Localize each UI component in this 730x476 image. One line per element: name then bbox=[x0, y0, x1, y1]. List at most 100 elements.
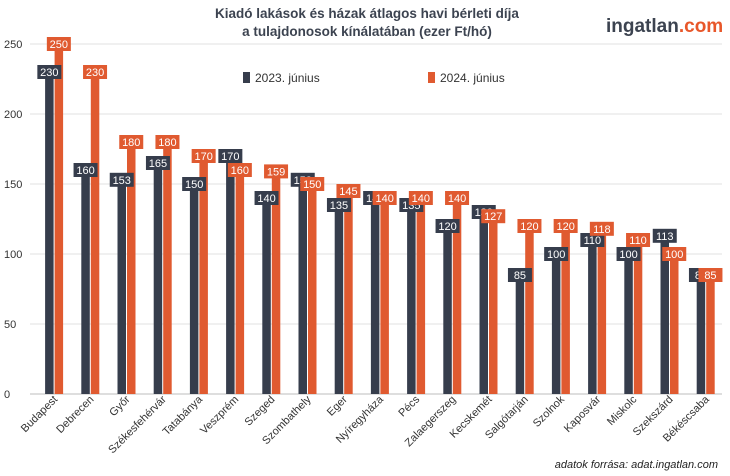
y-tick-label: 100 bbox=[4, 249, 22, 261]
bar-2024 bbox=[489, 216, 498, 394]
x-tick-label: Szolnok bbox=[531, 393, 568, 430]
bar-2024 bbox=[163, 142, 172, 394]
data-value-label: 118 bbox=[593, 224, 611, 236]
x-tick-label: Budapest bbox=[19, 394, 60, 435]
value-label-box bbox=[507, 268, 532, 282]
data-value-label: 120 bbox=[556, 221, 574, 233]
x-tick-label: Pécs bbox=[396, 393, 422, 419]
data-value-label: 100 bbox=[547, 249, 565, 261]
data-value-label: 150 bbox=[303, 179, 321, 191]
x-tick-label: Veszprém bbox=[198, 394, 241, 437]
chart-title-line2: a tulajdonosok kínálatában (ezer Ft/hó) bbox=[242, 24, 492, 39]
bar-2024 bbox=[416, 198, 426, 394]
bar-2023 bbox=[45, 72, 54, 394]
bar-2023 bbox=[588, 240, 597, 394]
value-label-box bbox=[445, 191, 470, 205]
value-label-box bbox=[435, 219, 460, 233]
value-label-box bbox=[300, 177, 325, 191]
bar-2024 bbox=[199, 156, 208, 394]
bar-2024 bbox=[670, 254, 679, 394]
value-label-box bbox=[589, 221, 614, 236]
data-value-label: 140 bbox=[448, 193, 466, 205]
value-label-box bbox=[191, 149, 216, 163]
bar-2024 bbox=[271, 171, 281, 394]
data-value-label: 160 bbox=[231, 165, 249, 177]
data-value-label: 180 bbox=[122, 137, 140, 149]
value-label-box bbox=[145, 156, 170, 170]
data-value-label: 110 bbox=[629, 235, 647, 247]
data-value-label: 145 bbox=[339, 186, 357, 198]
bar-2023 bbox=[479, 212, 488, 394]
data-value-label: 150 bbox=[185, 179, 203, 191]
bar-2023 bbox=[334, 205, 344, 394]
bar-2024 bbox=[380, 198, 389, 394]
data-value-label: 113 bbox=[656, 231, 674, 243]
legend: 2023. június 2024. június bbox=[243, 71, 505, 85]
data-value-label: 165 bbox=[149, 158, 167, 170]
ingatlan-logo: ingatlan.com bbox=[606, 16, 723, 37]
value-label-box bbox=[218, 149, 243, 163]
value-label-box bbox=[227, 163, 252, 177]
bar-2024 bbox=[235, 170, 245, 394]
bar-2024 bbox=[308, 184, 317, 394]
x-tick-label: Eger bbox=[325, 393, 350, 418]
value-label-box bbox=[652, 228, 677, 243]
x-tick-label: Szeged bbox=[243, 394, 278, 429]
legend-label-2023: 2023. június bbox=[255, 71, 320, 85]
logo-part-ingatlan: ingatlan bbox=[606, 16, 679, 37]
data-value-label: 170 bbox=[221, 151, 239, 163]
data-value-label: 140 bbox=[412, 193, 430, 205]
bar-2023 bbox=[298, 179, 307, 394]
value-label-box bbox=[336, 184, 361, 198]
data-value-label: 159 bbox=[267, 166, 285, 178]
value-label-box bbox=[46, 37, 71, 51]
value-label-box bbox=[481, 209, 506, 224]
value-label-box bbox=[182, 177, 207, 191]
bar-2023 bbox=[370, 198, 380, 394]
value-label-box bbox=[372, 191, 397, 205]
bar-2024 bbox=[597, 228, 607, 394]
bar-2023 bbox=[226, 156, 235, 394]
data-value-label: 230 bbox=[86, 67, 104, 79]
value-label-box bbox=[544, 247, 569, 261]
data-source-note: adatok forrása: adat.ingatlan.com bbox=[555, 459, 718, 471]
bar-2023 bbox=[551, 254, 561, 394]
bars: 230 250 160 230 153 180 165 180 150 170 170 160 140 1… bbox=[37, 37, 723, 394]
x-tick-label: Debrecen bbox=[54, 394, 96, 436]
bar-2023 bbox=[117, 179, 126, 394]
x-tick-label: Győr bbox=[107, 393, 133, 419]
value-label-box bbox=[264, 164, 289, 179]
bar-2023 bbox=[81, 170, 90, 394]
value-label-box bbox=[73, 163, 98, 177]
y-axis: 0 50 100 150 200 250 bbox=[4, 39, 22, 401]
bar-2024 bbox=[525, 226, 534, 394]
y-tick-label: 0 bbox=[4, 389, 10, 401]
bar-2023 bbox=[262, 198, 271, 394]
value-label-box bbox=[83, 65, 108, 79]
x-tick-label: Tatabánya bbox=[161, 393, 206, 438]
bar-2024 bbox=[90, 72, 100, 394]
data-value-label: 250 bbox=[50, 39, 68, 51]
bar-2023 bbox=[153, 163, 163, 394]
value-label-box bbox=[662, 247, 687, 261]
value-label-box bbox=[553, 219, 578, 233]
svg-text:ingatlan.com: ingatlan.com bbox=[606, 16, 723, 37]
bar-2024 bbox=[54, 44, 64, 394]
data-value-label: 127 bbox=[484, 211, 502, 223]
x-tick-label: Miskolc bbox=[605, 393, 640, 428]
value-label-box bbox=[254, 191, 279, 205]
value-label-box bbox=[109, 172, 134, 187]
bar-2023 bbox=[696, 275, 706, 394]
legend-swatch-2024 bbox=[428, 72, 435, 83]
value-label-box bbox=[408, 191, 433, 205]
bar-2024 bbox=[706, 275, 715, 394]
chart-title-line1: Kiadó lakások és házak átlagos havi bérl… bbox=[215, 6, 519, 21]
data-value-label: 85 bbox=[704, 270, 716, 282]
bar-2023 bbox=[515, 275, 525, 394]
data-value-label: 120 bbox=[520, 221, 538, 233]
value-label-box bbox=[580, 233, 605, 247]
data-value-label: 160 bbox=[76, 165, 94, 177]
bar-2024 bbox=[452, 198, 462, 394]
